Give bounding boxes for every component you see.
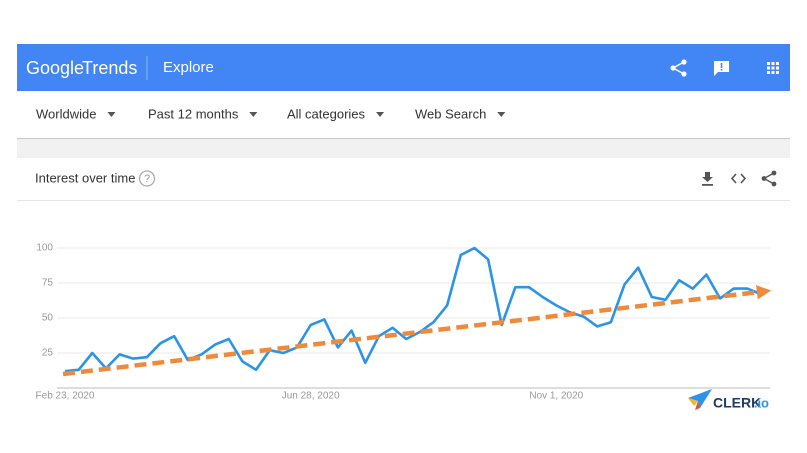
dropdown-arrow[interactable]: [249, 112, 258, 117]
logo-trends[interactable]: Trends: [82, 58, 137, 78]
y-tick-label: 50: [42, 313, 54, 324]
app-bar: [17, 44, 790, 91]
section-title[interactable]: Explore: [163, 59, 214, 76]
chart: 25 50 75 100 Feb 23, 2020 Jun 28, 2020 Nov 1, …: [36, 243, 772, 402]
filter-dropdown[interactable]: Past 12 months: [148, 106, 239, 121]
y-tick-label: 75: [42, 278, 54, 289]
help-icon[interactable]: [138, 170, 156, 187]
x-tick-label: Feb 23, 2020: [36, 391, 95, 402]
watermark-logo: [688, 389, 712, 410]
download-button[interactable]: [702, 172, 713, 186]
x-tick-label: Jun 28, 2020: [282, 391, 340, 402]
feedback-button[interactable]: [714, 61, 729, 76]
filter-dropdown[interactable]: Worldwide: [36, 106, 96, 121]
logo-google[interactable]: Google: [26, 58, 84, 78]
help-glyph[interactable]: ?: [144, 173, 150, 185]
watermark-brand: CLERK: [713, 395, 761, 411]
filter-dropdown[interactable]: All categories: [287, 106, 366, 121]
card-title: Interest over time: [35, 170, 135, 185]
watermark-suffix: .io: [754, 395, 769, 410]
y-tick-label: 25: [42, 348, 54, 359]
card-share-button[interactable]: [761, 170, 777, 187]
gray-band: [17, 139, 790, 158]
embed-button[interactable]: [730, 173, 747, 184]
filter-group: Worldwide Past 12 months All categories Web…: [36, 106, 506, 121]
dropdown-arrow[interactable]: [497, 112, 506, 117]
x-tick-label: Nov 1, 2020: [529, 391, 583, 402]
filter-bar: [17, 91, 790, 138]
trend-line: [62, 285, 772, 377]
share-button[interactable]: [670, 59, 687, 77]
dropdown-arrow[interactable]: [107, 112, 116, 117]
card: [17, 158, 790, 410]
filter-dropdown[interactable]: Web Search: [415, 106, 486, 121]
series-line: [64, 246, 762, 373]
apps-button[interactable]: [767, 62, 779, 74]
dropdown-arrow[interactable]: [376, 112, 385, 117]
y-tick-label: 100: [36, 243, 53, 254]
